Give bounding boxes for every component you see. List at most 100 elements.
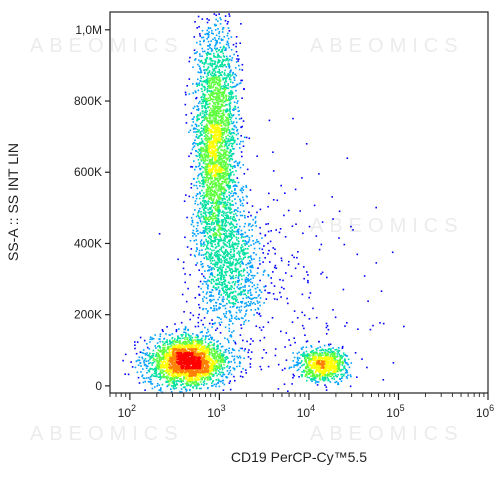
event-dot [224,161,226,164]
event-dot [334,352,336,355]
event-dot [235,50,238,53]
event-dot [195,82,198,85]
event-dot [249,223,251,225]
event-dot [194,297,197,299]
event-dot [157,352,160,355]
event-dot [228,263,231,265]
event-dot [233,242,236,245]
event-dot [199,53,201,55]
event-dot [227,32,229,35]
event-dot [228,163,230,166]
event-dot [199,219,202,222]
event-dot [227,261,229,263]
event-dot [225,288,227,291]
event-dot [206,245,208,248]
event-dot [184,338,186,341]
event-dot [224,64,226,66]
event-dot [211,60,214,62]
event-dot [211,260,214,262]
event-dot [247,252,249,254]
event-dot [233,295,235,297]
event-dot [207,132,209,135]
event-dot [176,376,178,378]
event-dot [197,63,199,66]
event-dot [222,77,224,79]
event-dot [235,258,237,260]
event-dot [279,278,281,281]
event-dot [206,227,208,230]
event-dot [163,351,166,353]
event-dot [206,117,208,120]
event-dot [222,88,225,90]
event-dot [232,367,235,369]
event-dot [232,114,234,117]
event-dot [230,263,232,265]
event-dot [222,94,225,97]
event-dot [321,221,324,223]
event-dot [220,276,222,279]
event-dot [339,361,341,363]
event-dot [200,180,203,182]
event-dot [310,345,312,347]
event-dot [327,373,329,376]
event-dot [206,100,208,103]
event-dot [175,387,178,389]
event-dot [208,45,210,47]
event-dot [245,195,248,197]
event-dot [238,349,240,352]
event-dot [223,230,226,233]
event-dot [216,50,218,53]
event-dot [223,286,226,288]
event-dot [204,130,206,132]
event-dot [237,164,239,167]
event-dot [215,65,218,68]
event-dot [230,139,233,141]
event-dot [187,287,189,290]
event-dot [224,315,226,317]
event-dot [232,291,234,293]
event-dot [215,18,217,21]
event-dot [237,195,239,198]
event-dot [234,166,236,168]
event-dot [210,58,213,60]
event-dot [297,363,299,366]
event-dot [297,251,299,253]
event-dot [218,78,221,81]
event-dot [141,351,143,354]
event-dot [226,245,229,248]
event-dot [299,362,301,365]
event-dot [333,378,336,380]
event-dot [221,266,223,269]
event-dot [149,355,152,358]
event-dot [329,354,332,356]
event-dot [225,49,227,51]
event-dot [207,97,209,100]
event-dot [223,186,225,188]
event-dot [205,335,207,337]
event-dot [222,177,225,180]
event-dot [198,148,200,151]
event-dot [239,211,242,213]
event-dot [147,354,149,357]
event-dot [193,36,196,38]
event-dot [234,361,236,364]
event-dot [311,380,313,382]
event-dot [203,317,206,319]
event-dot [217,96,219,98]
event-dot [213,268,216,270]
event-dot [202,166,205,169]
event-dot [229,251,232,253]
event-dot [218,306,220,309]
event-dot [201,298,204,300]
event-dot [267,292,269,294]
event-dot [191,124,193,127]
event-dot [221,71,224,73]
event-dot [219,324,221,326]
event-dot [206,126,209,129]
event-dot [146,377,148,379]
event-dot [267,242,269,245]
event-dot [218,258,221,261]
event-dot [243,210,245,212]
event-dot [226,140,229,143]
event-dot [222,60,224,63]
